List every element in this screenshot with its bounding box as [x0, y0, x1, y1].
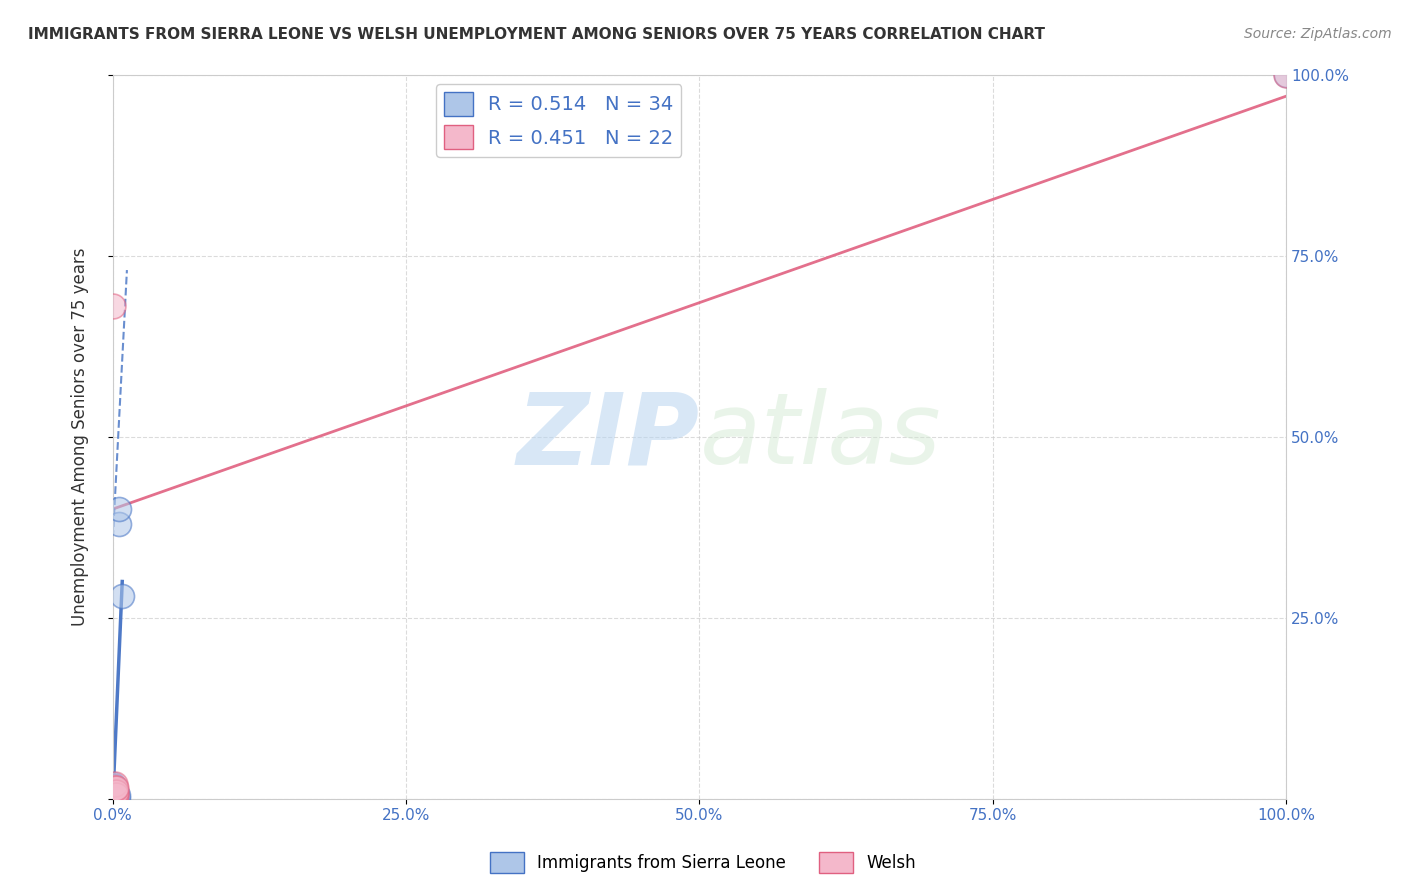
- Point: [105, 780, 128, 795]
- Point: [104, 790, 127, 805]
- Point: [103, 783, 125, 797]
- Point: [103, 789, 125, 804]
- Point: [103, 779, 125, 793]
- Point: [103, 784, 125, 798]
- Point: [103, 791, 125, 805]
- Point: [103, 780, 125, 795]
- Text: IMMIGRANTS FROM SIERRA LEONE VS WELSH UNEMPLOYMENT AMONG SENIORS OVER 75 YEARS C: IMMIGRANTS FROM SIERRA LEONE VS WELSH UN…: [28, 27, 1045, 42]
- Text: atlas: atlas: [699, 388, 941, 485]
- Point: [104, 784, 127, 798]
- Point: [104, 791, 127, 805]
- Point: [103, 789, 125, 803]
- Point: [103, 779, 125, 793]
- Point: [1275, 68, 1298, 82]
- Point: [105, 791, 128, 805]
- Point: [104, 780, 127, 795]
- Point: [104, 786, 127, 800]
- Point: [107, 502, 129, 516]
- Point: [105, 784, 128, 798]
- Point: [103, 783, 125, 797]
- Legend: Immigrants from Sierra Leone, Welsh: Immigrants from Sierra Leone, Welsh: [484, 846, 922, 880]
- Point: [103, 783, 125, 797]
- Point: [104, 791, 127, 805]
- Point: [107, 788, 129, 802]
- Point: [103, 786, 125, 800]
- Point: [104, 788, 127, 802]
- Point: [105, 784, 128, 798]
- Point: [104, 777, 127, 791]
- Point: [105, 788, 128, 802]
- Point: [105, 788, 128, 802]
- Point: [103, 791, 125, 805]
- Point: [104, 784, 127, 798]
- Point: [103, 790, 125, 805]
- Point: [103, 784, 125, 798]
- Point: [103, 299, 125, 313]
- Point: [103, 784, 125, 798]
- Y-axis label: Unemployment Among Seniors over 75 years: Unemployment Among Seniors over 75 years: [72, 247, 89, 626]
- Legend: R = 0.514   N = 34, R = 0.451   N = 22: R = 0.514 N = 34, R = 0.451 N = 22: [436, 84, 682, 157]
- Point: [103, 788, 125, 802]
- Point: [103, 790, 125, 805]
- Point: [1275, 68, 1298, 82]
- Point: [103, 786, 125, 800]
- Point: [103, 791, 125, 805]
- Point: [111, 589, 134, 603]
- Point: [103, 786, 125, 800]
- Text: ZIP: ZIP: [516, 388, 699, 485]
- Point: [103, 777, 125, 791]
- Point: [103, 784, 125, 798]
- Point: [103, 780, 125, 795]
- Point: [103, 788, 125, 802]
- Point: [104, 780, 127, 795]
- Point: [104, 786, 127, 800]
- Point: [103, 780, 125, 795]
- Point: [103, 791, 125, 805]
- Point: [104, 783, 127, 797]
- Point: [103, 788, 125, 802]
- Point: [103, 788, 125, 802]
- Point: [107, 516, 129, 531]
- Point: [103, 786, 125, 800]
- Text: Source: ZipAtlas.com: Source: ZipAtlas.com: [1244, 27, 1392, 41]
- Point: [107, 791, 129, 805]
- Point: [104, 788, 127, 802]
